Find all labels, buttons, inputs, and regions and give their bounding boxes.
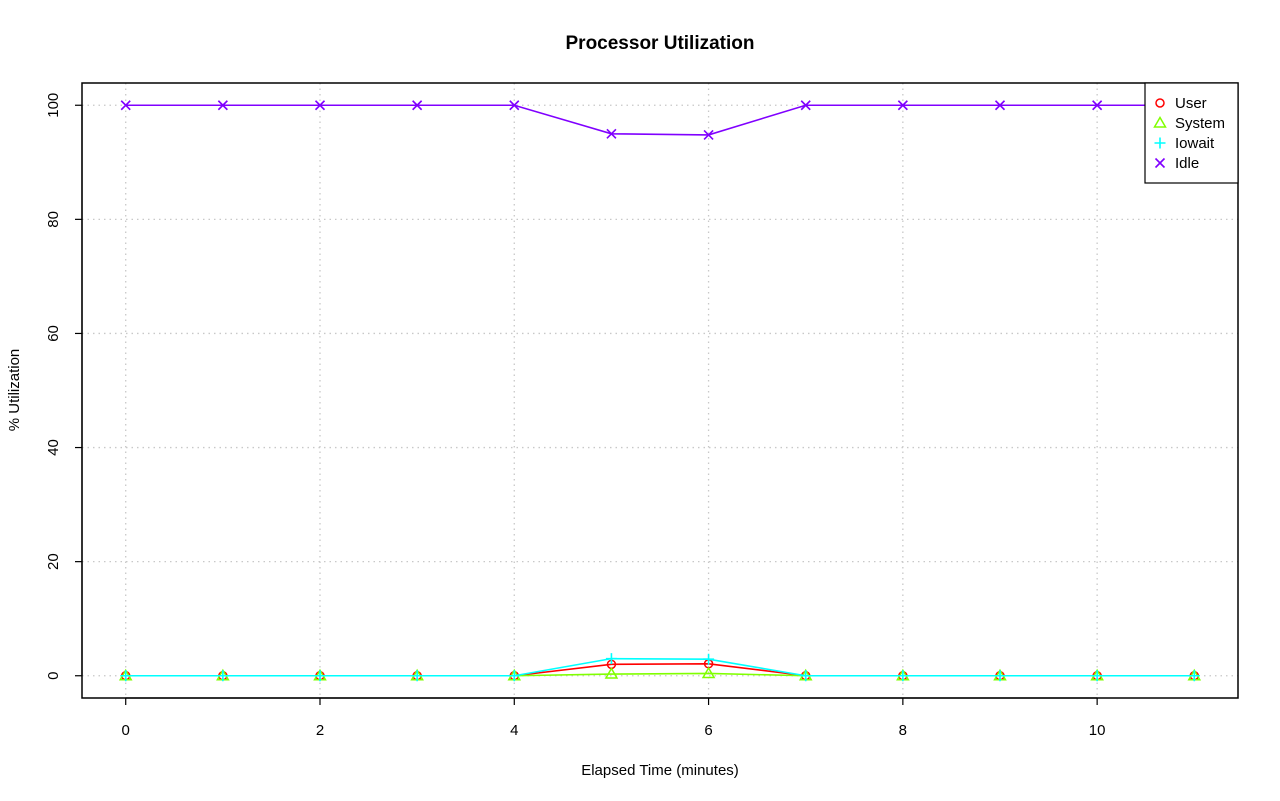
chart-title: Processor Utilization	[566, 33, 755, 54]
y-axis: 0 20 40 60 80 100	[45, 93, 83, 680]
data-point-system	[701, 666, 716, 679]
legend-item-iowait: Iowait	[1154, 135, 1215, 152]
series-iowait	[120, 653, 1200, 682]
legend-item-user: User	[1155, 95, 1207, 112]
y-tick-label: 0	[45, 672, 62, 680]
legend-label-user: User	[1175, 95, 1207, 112]
data-point-iowait	[994, 670, 1006, 682]
legend-label-system: System	[1175, 115, 1225, 132]
grid	[82, 83, 1238, 698]
data-point-iowait	[800, 670, 812, 682]
data-point-idle	[703, 129, 714, 140]
y-axis-label: % Utilization	[6, 349, 23, 432]
legend-item-system: System	[1153, 115, 1225, 132]
x-axis: 0 2 4 6 8 10	[122, 697, 1106, 739]
data-point-iowait	[1188, 670, 1200, 682]
legend-item-idle: Idle	[1154, 155, 1199, 172]
plot-frame	[81, 82, 1239, 699]
series-layer	[118, 100, 1202, 682]
data-point-idle	[314, 100, 326, 111]
y-tick-label: 80	[45, 211, 62, 228]
data-point-idle	[120, 100, 131, 111]
data-point-iowait	[217, 670, 229, 682]
data-point-idle	[994, 100, 1006, 111]
x-tick-label: 8	[899, 722, 907, 739]
series-system	[118, 666, 1202, 681]
data-point-iowait	[508, 670, 520, 682]
data-point-iowait	[314, 670, 326, 682]
data-point-idle	[897, 100, 908, 111]
x-axis-label: Elapsed Time (minutes)	[581, 762, 739, 779]
legend-marker-user	[1155, 98, 1165, 108]
legend-marker-system	[1153, 116, 1167, 128]
data-point-idle	[509, 100, 520, 111]
legend-marker-iowait	[1154, 137, 1166, 149]
x-tick-label: 6	[704, 722, 712, 739]
y-tick-label: 20	[45, 553, 62, 570]
y-tick-label: 60	[45, 325, 62, 342]
series-user	[120, 659, 1200, 681]
legend-marker-idle	[1154, 157, 1166, 169]
y-tick-label: 40	[45, 439, 62, 456]
series-line-iowait	[125, 657, 1195, 677]
data-point-iowait	[605, 653, 617, 665]
y-tick-label: 100	[45, 93, 62, 118]
x-tick-label: 2	[316, 722, 324, 739]
data-point-idle	[412, 100, 423, 111]
data-point-idle	[606, 128, 617, 139]
data-point-idle	[800, 100, 811, 111]
data-point-idle	[217, 100, 228, 111]
x-tick-label: 4	[510, 722, 518, 739]
data-point-system	[604, 667, 619, 679]
legend-label-idle: Idle	[1175, 155, 1199, 172]
legend-label-iowait: Iowait	[1175, 135, 1215, 152]
data-point-iowait	[411, 670, 423, 682]
data-point-idle	[1092, 100, 1103, 111]
data-point-iowait	[1091, 670, 1103, 682]
series-idle	[120, 100, 1200, 140]
x-tick-label: 0	[122, 722, 130, 739]
series-line-idle	[125, 104, 1195, 136]
legend: User System Iowait Idle	[1144, 82, 1239, 184]
data-point-iowait	[703, 653, 715, 665]
data-point-iowait	[120, 670, 132, 682]
data-point-iowait	[897, 670, 909, 682]
x-tick-label: 10	[1089, 722, 1106, 739]
